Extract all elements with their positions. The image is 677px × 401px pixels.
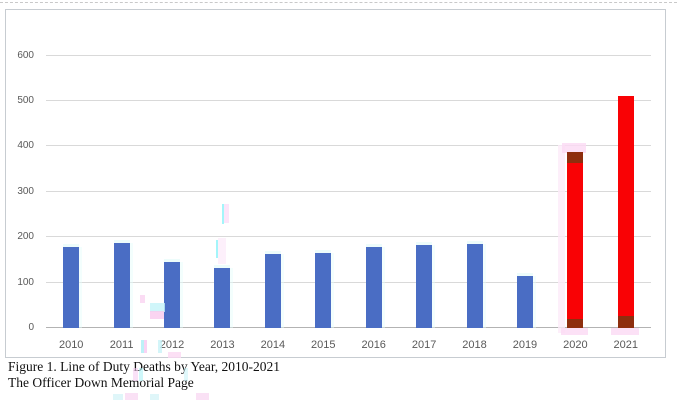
y-tick-label: 300 [17,185,34,197]
compression-artifact [139,368,143,381]
compression-artifact [140,295,145,303]
compression-artifact [133,368,138,381]
compression-artifact [562,143,586,153]
chart-frame: 0 100 200 300 400 500 600 2010 2011 2012 2013 2014… [5,9,666,358]
gridline [46,54,651,56]
gridline [46,190,651,192]
x-tick-label-2010: 2010 [58,339,84,351]
y-axis-labels: 0 100 200 300 400 500 600 [6,33,37,333]
compression-artifact [611,328,639,335]
x-tick-label-2020: 2020 [563,339,588,351]
compression-artifact [216,240,218,258]
bar-segment-dark [567,318,584,328]
bar-2012 [164,262,181,328]
y-tick-label: 500 [17,95,34,107]
y-tick-label: 600 [17,49,34,61]
page-boundary-dashed-line [0,2,677,3]
x-tick-label-2014: 2014 [260,339,286,351]
y-tick-label: 100 [17,276,34,288]
compression-artifact [222,204,224,224]
gridline [46,281,651,283]
compression-artifact [150,303,165,312]
compression-artifact [224,204,229,223]
x-axis-labels: 2010 2011 2012 2013 2014 2015 2016 2017 2018 2019… [46,339,651,355]
bar-2015 [315,253,332,328]
compression-artifact [184,368,188,381]
x-tick-label-2011: 2011 [109,339,134,351]
compression-artifact [150,394,159,400]
gridline [46,236,651,238]
bar-2016 [365,247,382,328]
bar-2018 [466,243,483,328]
compression-artifact [561,328,588,335]
x-tick-label-2016: 2016 [361,339,386,351]
compression-artifact [558,145,565,333]
bar-2019 [516,276,533,328]
bar-2014 [264,254,281,328]
plot-area [46,33,651,328]
compression-artifact [158,340,162,353]
gridline [46,100,651,102]
y-tick-label: 0 [28,322,34,333]
bar-2020 [567,152,584,328]
y-tick-label: 400 [17,140,34,152]
bar-2017 [416,245,433,328]
x-tick-label-2012: 2012 [159,339,185,351]
compression-artifact [125,393,138,400]
compression-artifact [113,394,123,400]
x-tick-label-2021: 2021 [613,339,639,351]
x-tick-label-2013: 2013 [210,339,235,351]
bar-2011 [113,243,130,328]
bar-2013 [214,268,231,328]
compression-artifact [168,352,181,358]
x-tick-label-2018: 2018 [462,339,487,351]
compression-artifact [196,393,209,400]
compression-artifact [144,340,147,353]
x-tick-label-2015: 2015 [311,339,336,351]
x-axis-line [46,327,651,328]
bar-2010 [63,247,80,328]
bar-segment-dark [567,152,584,163]
figure-caption-line1: Figure 1. Line of Duty Deaths by Year, 2… [8,359,281,374]
x-tick-label-2017: 2017 [411,339,437,351]
figure-caption: Figure 1. Line of Duty Deaths by Year, 2… [8,359,488,390]
bar-2021 [617,95,634,328]
compression-artifact [141,340,144,353]
figure-caption-line2: The Officer Down Memorial Page [8,374,194,390]
x-tick-label-2019: 2019 [512,339,538,351]
bar-segment-dark [617,316,634,328]
y-tick-label: 200 [17,231,34,243]
compression-artifact [218,238,226,264]
compression-artifact [150,311,164,319]
gridline [46,145,651,147]
